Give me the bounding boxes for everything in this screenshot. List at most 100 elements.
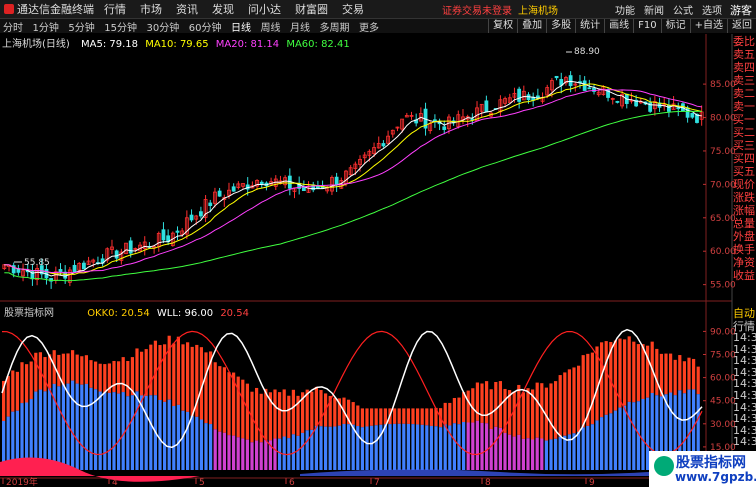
right-menu-item[interactable]: 选项 <box>702 5 722 17</box>
ind-bar-blue <box>581 427 585 470</box>
ind-bar-red <box>682 361 686 394</box>
ind-bar-blue <box>480 422 484 470</box>
tool-button[interactable]: 统计 <box>575 19 604 33</box>
candle-body <box>358 158 362 165</box>
ind-bar-blue <box>98 391 102 470</box>
tool-button[interactable]: +自选 <box>689 19 727 33</box>
menu-item[interactable]: 交易 <box>342 3 364 16</box>
tool-button[interactable]: 标记 <box>660 19 690 33</box>
ind-bar-red <box>199 347 203 420</box>
ind-bar-blue <box>199 419 203 470</box>
period-tab[interactable]: 15分钟 <box>104 22 137 34</box>
candle-body <box>521 90 526 101</box>
ind-bar-blue <box>117 393 121 470</box>
ind-bar-red <box>692 358 696 390</box>
ind-bar-blue <box>218 431 222 470</box>
ind-bar-blue <box>365 426 369 470</box>
ind-bar-red <box>480 383 484 423</box>
tool-button[interactable]: 返回 <box>727 19 756 33</box>
candle-body <box>231 186 236 192</box>
ind-bar-red <box>489 389 493 429</box>
period-tab[interactable]: 更多 <box>358 22 379 34</box>
ind-bar-red <box>337 398 341 426</box>
ind-bar-blue <box>80 384 84 470</box>
candle-body <box>259 181 264 185</box>
ind-bar-red <box>535 382 539 438</box>
menu-item[interactable]: 市场 <box>140 3 162 16</box>
quote-label: 卖五 <box>733 48 755 61</box>
ind-bar-blue <box>71 380 75 470</box>
watermark-url: www.7gpzb.com <box>675 470 756 484</box>
ind-bar-blue <box>29 399 33 470</box>
candle-body <box>503 98 508 104</box>
tick-time: 14:30 <box>733 378 756 390</box>
tool-button[interactable]: F10 <box>633 19 660 33</box>
candle-body <box>334 176 339 185</box>
menu-item[interactable]: 发现 <box>212 3 234 16</box>
ind-bar-red <box>57 354 61 387</box>
period-tab[interactable]: 月线 <box>289 22 310 34</box>
period-tab[interactable]: 30分钟 <box>146 22 180 34</box>
watermark-title: 股票指标网 <box>676 455 746 471</box>
tool-button[interactable]: 复权 <box>488 19 517 33</box>
auto-label[interactable]: 自动 <box>733 307 755 320</box>
ind-bar-red <box>687 357 691 390</box>
menu-item[interactable]: 财富圈 <box>295 3 328 16</box>
menu-item[interactable]: 资讯 <box>176 3 198 16</box>
candle-body <box>105 248 110 261</box>
ind-bar-blue <box>388 424 392 470</box>
ind-bar-red <box>190 346 194 416</box>
quote-label: 卖一 <box>733 100 755 113</box>
tool-button[interactable]: 画线 <box>604 19 633 33</box>
main-chart-header: 上海机场(日线) MA5: 79.18 MA10: 79.65 MA20: 81… <box>2 35 350 50</box>
candle-body <box>648 102 653 112</box>
period-tab[interactable]: 60分钟 <box>188 22 222 34</box>
ind-bar-red <box>383 408 387 425</box>
candle-body <box>545 87 550 96</box>
candle-body <box>596 91 601 96</box>
quote-label: 买五 <box>733 165 755 178</box>
ind-bar-red <box>305 389 309 431</box>
bottom-band-pink <box>0 457 200 482</box>
ind-bar-blue <box>15 410 19 470</box>
ind-bar-blue <box>163 401 167 470</box>
period-tab[interactable]: 分时 <box>3 22 23 34</box>
quote-label: 涨跌 <box>733 191 755 204</box>
ind-bar-red <box>494 381 498 427</box>
menu-item[interactable]: 问小达 <box>248 3 281 16</box>
candle-body <box>573 83 578 86</box>
period-tab[interactable]: 5分钟 <box>68 22 95 34</box>
ind-bar-red <box>227 372 231 436</box>
ind-bar-blue <box>452 423 456 470</box>
market-label[interactable]: 行情 <box>733 320 755 333</box>
period-tab-active[interactable]: 日线 <box>230 22 251 34</box>
ind-bar-blue <box>466 422 470 470</box>
tool-button[interactable]: 多股 <box>546 19 575 33</box>
candle-body <box>582 80 587 91</box>
ind-bar-red <box>222 367 226 433</box>
ind-bar-blue <box>167 399 171 470</box>
candle-body <box>568 75 573 87</box>
time-tick-label: 9 <box>589 478 595 487</box>
ind-bar-red <box>595 346 599 421</box>
right-menu-item[interactable]: 功能 <box>615 5 635 17</box>
period-tab[interactable]: 周线 <box>260 22 281 34</box>
period-tab[interactable]: 多周期 <box>319 22 350 34</box>
ind-bar-red <box>94 361 98 390</box>
menu-item[interactable]: 行情 <box>104 3 126 16</box>
tick-time: 14:30 <box>733 355 756 367</box>
guest-label[interactable]: 游客 <box>730 4 752 17</box>
ind-tick-label: 90.00 <box>710 327 736 337</box>
tool-button[interactable]: 叠加 <box>517 19 546 33</box>
right-menu-item[interactable]: 公式 <box>673 5 693 17</box>
ind-bar-red <box>425 408 429 426</box>
login-notice[interactable]: 证券交易未登录 上海机场 <box>442 5 558 17</box>
period-tab[interactable]: 1分钟 <box>32 22 59 34</box>
indicator-name: 股票指标网 <box>4 308 54 319</box>
candle-body <box>461 116 465 120</box>
candle-body <box>11 265 16 274</box>
candle-body <box>35 267 39 280</box>
right-menu-item[interactable]: 新闻 <box>644 5 664 17</box>
quote-label: 现价 <box>733 178 755 191</box>
